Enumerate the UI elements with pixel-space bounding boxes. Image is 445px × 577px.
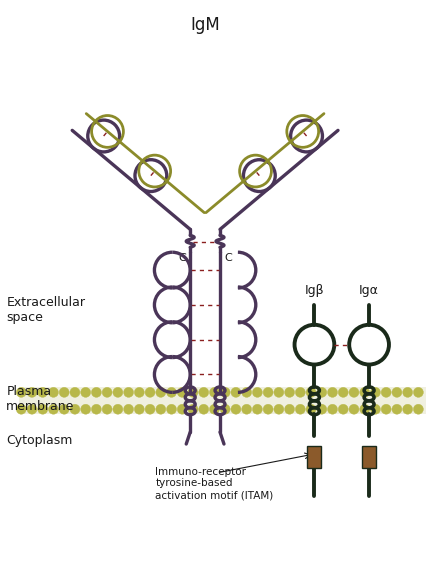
Circle shape [220, 387, 230, 398]
Circle shape [49, 404, 58, 414]
Circle shape [210, 404, 219, 414]
Circle shape [306, 404, 316, 414]
Circle shape [102, 387, 112, 398]
Circle shape [156, 404, 166, 414]
Circle shape [317, 387, 327, 398]
Circle shape [285, 404, 295, 414]
Circle shape [263, 404, 273, 414]
Circle shape [349, 387, 359, 398]
Text: C: C [178, 253, 186, 263]
Circle shape [371, 387, 380, 398]
Bar [307, 446, 321, 468]
Circle shape [102, 404, 112, 414]
Circle shape [16, 404, 26, 414]
Circle shape [413, 404, 423, 414]
Circle shape [199, 387, 209, 398]
Bar [19, 387, 426, 414]
Circle shape [413, 387, 423, 398]
Circle shape [91, 387, 101, 398]
Circle shape [16, 387, 26, 398]
Circle shape [252, 387, 263, 398]
Circle shape [381, 404, 391, 414]
Circle shape [403, 387, 413, 398]
Circle shape [403, 404, 413, 414]
Text: Igα: Igα [359, 284, 379, 297]
Circle shape [113, 404, 123, 414]
Circle shape [188, 404, 198, 414]
Circle shape [231, 387, 241, 398]
Circle shape [285, 387, 295, 398]
Circle shape [177, 387, 187, 398]
Circle shape [360, 387, 370, 398]
Circle shape [328, 404, 337, 414]
Circle shape [263, 387, 273, 398]
Circle shape [381, 387, 391, 398]
Bar [362, 446, 376, 468]
Circle shape [124, 387, 134, 398]
Circle shape [349, 404, 359, 414]
Circle shape [392, 404, 402, 414]
Circle shape [295, 387, 305, 398]
Circle shape [306, 387, 316, 398]
Circle shape [145, 387, 155, 398]
Circle shape [70, 404, 80, 414]
Circle shape [81, 387, 91, 398]
Circle shape [70, 387, 80, 398]
Text: Cytoplasm: Cytoplasm [6, 434, 73, 447]
Circle shape [199, 404, 209, 414]
Circle shape [242, 387, 251, 398]
Circle shape [220, 404, 230, 414]
Circle shape [134, 404, 144, 414]
Circle shape [371, 404, 380, 414]
Circle shape [338, 387, 348, 398]
Circle shape [188, 387, 198, 398]
Circle shape [392, 387, 402, 398]
Circle shape [113, 387, 123, 398]
Circle shape [166, 404, 177, 414]
Circle shape [252, 404, 263, 414]
Circle shape [38, 387, 48, 398]
Circle shape [145, 404, 155, 414]
Circle shape [317, 404, 327, 414]
Circle shape [360, 404, 370, 414]
Text: Immuno-receptor
tyrosine-based
activation motif (ITAM): Immuno-receptor tyrosine-based activatio… [155, 467, 274, 500]
Text: Extracellular
space: Extracellular space [6, 296, 85, 324]
Circle shape [274, 387, 284, 398]
Circle shape [274, 404, 284, 414]
Circle shape [231, 404, 241, 414]
Circle shape [134, 387, 144, 398]
Text: C: C [224, 253, 232, 263]
Circle shape [91, 404, 101, 414]
Circle shape [338, 404, 348, 414]
Circle shape [242, 404, 251, 414]
Circle shape [210, 387, 219, 398]
Circle shape [38, 404, 48, 414]
Circle shape [27, 387, 37, 398]
Text: Igβ: Igβ [305, 284, 324, 297]
Circle shape [124, 404, 134, 414]
Text: IgM: IgM [190, 16, 220, 33]
Circle shape [295, 404, 305, 414]
Circle shape [156, 387, 166, 398]
Circle shape [166, 387, 177, 398]
Circle shape [328, 387, 337, 398]
Circle shape [49, 387, 58, 398]
Text: Plasma
membrane: Plasma membrane [6, 385, 75, 413]
Circle shape [59, 404, 69, 414]
Circle shape [81, 404, 91, 414]
Circle shape [177, 404, 187, 414]
Circle shape [59, 387, 69, 398]
Circle shape [27, 404, 37, 414]
